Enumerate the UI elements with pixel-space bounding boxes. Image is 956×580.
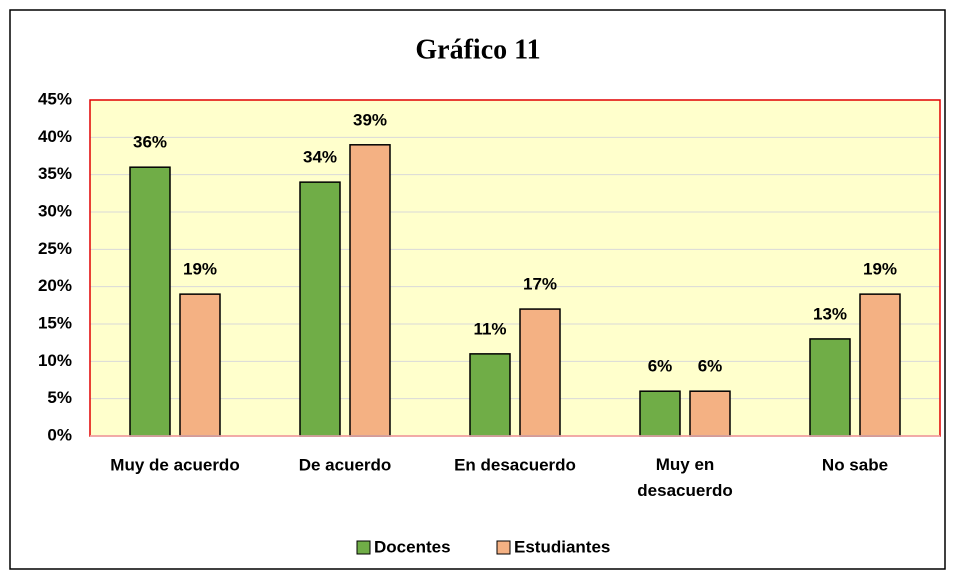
data-label: 17% bbox=[523, 275, 557, 294]
y-tick-label: 20% bbox=[38, 276, 72, 295]
data-label: 39% bbox=[353, 110, 387, 129]
bar bbox=[299, 181, 341, 437]
data-label: 11% bbox=[473, 319, 506, 338]
bar bbox=[689, 390, 731, 437]
y-tick-label: 5% bbox=[47, 388, 72, 407]
y-tick-label: 10% bbox=[38, 351, 72, 370]
bar bbox=[179, 293, 221, 437]
bar bbox=[859, 293, 901, 437]
y-tick-label: 35% bbox=[38, 164, 72, 183]
bar bbox=[519, 308, 561, 437]
data-label: 19% bbox=[183, 260, 217, 279]
chart-title: Gráfico 11 bbox=[415, 34, 540, 65]
legend-label: Estudiantes bbox=[514, 537, 610, 556]
x-tick-label: En desacuerdo bbox=[454, 455, 576, 474]
bar bbox=[639, 390, 681, 437]
data-label: 34% bbox=[303, 148, 337, 167]
data-label: 6% bbox=[648, 357, 673, 376]
x-tick-label: Muy en desacuerdo bbox=[637, 455, 732, 500]
bar bbox=[349, 144, 391, 437]
bar bbox=[129, 166, 171, 437]
y-tick-label: 25% bbox=[38, 239, 72, 258]
y-tick-label: 0% bbox=[47, 425, 72, 444]
legend-swatch bbox=[496, 540, 511, 555]
data-label: 13% bbox=[813, 304, 847, 323]
bar bbox=[469, 353, 511, 437]
x-tick-label: De acuerdo bbox=[299, 455, 392, 474]
x-tick-label: No sabe bbox=[822, 455, 888, 474]
data-label: 6% bbox=[698, 357, 723, 376]
plot-area bbox=[90, 100, 940, 436]
y-tick-label: 30% bbox=[38, 201, 72, 220]
y-tick-label: 40% bbox=[38, 127, 72, 146]
data-label: 19% bbox=[863, 260, 897, 279]
x-tick-label: Muy de acuerdo bbox=[110, 455, 239, 474]
data-label: 36% bbox=[133, 133, 167, 152]
y-tick-label: 15% bbox=[38, 313, 72, 332]
legend-swatch bbox=[356, 540, 371, 555]
y-tick-label: 45% bbox=[38, 89, 72, 108]
bar bbox=[809, 338, 851, 437]
legend-label: Docentes bbox=[374, 537, 451, 556]
